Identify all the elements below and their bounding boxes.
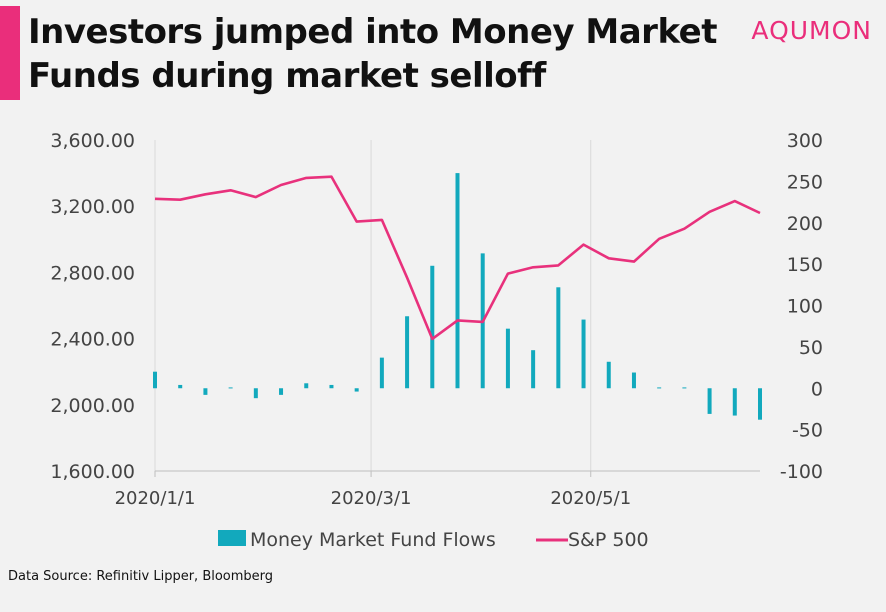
legend-label-sp500: S&P 500 <box>568 529 649 551</box>
flow-bar <box>606 361 611 389</box>
y-right-tick-label: 50 <box>799 337 823 359</box>
flow-bar <box>556 287 561 389</box>
y-left-tick-label: 2,000.00 <box>50 395 135 417</box>
flow-bar <box>531 350 536 389</box>
title-accent-bar <box>0 6 20 100</box>
x-tick-label: 2020/1/1 <box>115 488 196 509</box>
y-right-tick-label: 100 <box>787 296 823 318</box>
chart-title: Investors jumped into Money Market Funds… <box>28 10 717 98</box>
y-right-tick-label: 200 <box>787 213 823 235</box>
flow-bar <box>203 388 208 395</box>
y-left-tick-label: 2,800.00 <box>50 262 135 284</box>
y-right-tick-label: 150 <box>787 254 823 276</box>
flow-bar <box>178 384 183 389</box>
flow-bar <box>304 383 309 389</box>
y-left-tick-label: 3,200.00 <box>50 196 135 218</box>
flow-bar <box>707 388 712 414</box>
brand-logo: AQUMON <box>751 16 872 45</box>
flow-bar <box>405 316 410 389</box>
data-source-note: Data Source: Refinitiv Lipper, Bloomberg <box>8 569 274 584</box>
title-line-2: Funds during market selloff <box>28 56 546 96</box>
y-right-tick-label: 300 <box>787 130 823 152</box>
flow-bar <box>682 387 687 389</box>
y-left-tick-label: 2,400.00 <box>50 329 135 351</box>
sp500-line <box>154 175 761 341</box>
flow-bar <box>253 388 258 399</box>
flow-bar <box>505 328 510 389</box>
flow-bar <box>581 319 586 389</box>
y-right-tick-label: 0 <box>811 378 823 400</box>
flow-bar <box>631 372 636 389</box>
y-right-tick-label: -100 <box>780 461 823 483</box>
flow-bar <box>228 387 233 389</box>
flow-bar <box>379 357 384 389</box>
y-left-tick-label: 1,600.00 <box>50 461 135 483</box>
flow-bar <box>279 388 284 395</box>
y-left-tick-label: 3,600.00 <box>50 130 135 152</box>
y-right-tick-label: -50 <box>792 420 823 442</box>
y-right-tick-label: 250 <box>787 171 823 193</box>
title-line-1: Investors jumped into Money Market <box>28 12 717 52</box>
x-tick-label: 2020/5/1 <box>550 488 631 509</box>
flow-bar <box>329 384 334 389</box>
flow-bar <box>153 371 157 389</box>
flow-bar <box>354 388 359 392</box>
legend-label-flows: Money Market Fund Flows <box>250 529 496 551</box>
x-tick-label: 2020/3/1 <box>331 488 412 509</box>
flow-bar <box>455 173 460 389</box>
flow-bar <box>758 388 762 420</box>
flow-bar <box>430 265 435 389</box>
flow-bar <box>732 388 737 416</box>
legend-swatch-flows <box>218 530 246 546</box>
flow-bar <box>657 387 662 389</box>
